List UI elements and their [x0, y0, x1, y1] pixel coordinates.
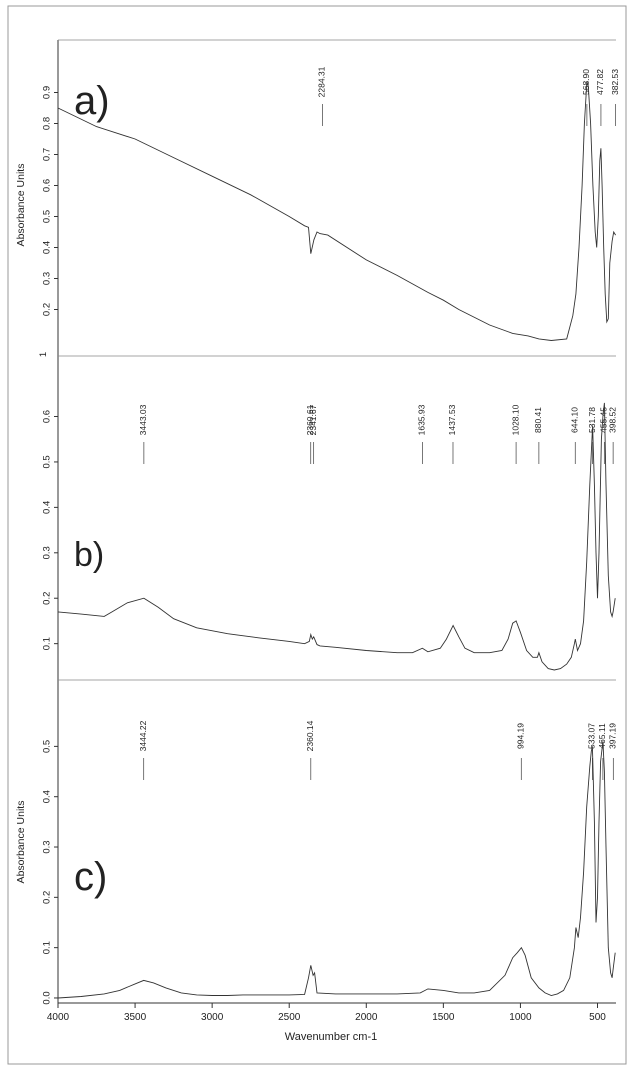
y-tick-label: 0.6	[42, 179, 53, 192]
y-tick-label: 0.0	[42, 991, 53, 1004]
peak-label: 2360.14	[305, 720, 315, 751]
x-tick-label: 3500	[124, 1012, 147, 1023]
y-tick-label: 0.3	[42, 840, 53, 853]
peak-label: 2284.31	[317, 66, 327, 97]
peak-label: 533.07	[587, 723, 597, 749]
x-axis: Wavenumber cm-1 4000 3500 3000 2500 2000 1500…	[47, 1002, 616, 1043]
y-tick-label: 0.6	[42, 410, 53, 423]
y-tick-label: 0.9	[42, 86, 53, 99]
panel-2: 0.1 0.2 0.3 0.4 0.5 0.6 b) 3443.03 2360.612341.6…	[42, 355, 617, 680]
y-tick-label: 1	[38, 352, 49, 357]
peak-label: 994.19	[516, 723, 526, 749]
spectrum-panels: 0.2 0.3 0.4 0.5 0.6 0.7 0.8 0.9 1 Absorbance Unit…	[15, 39, 620, 1005]
y-axis-label: Absorbance Units	[15, 164, 27, 247]
y-tick-label: 0.3	[42, 272, 53, 285]
x-tick-label: 1500	[432, 1012, 455, 1023]
spectrum-line	[57, 81, 616, 341]
peak-label: 3443.03	[138, 404, 148, 435]
y-tick-label: 0.1	[42, 637, 53, 650]
y-tick-label: 0.4	[42, 241, 53, 254]
peak-label: 1437.53	[447, 404, 457, 435]
y-tick-label: 0.7	[42, 148, 53, 161]
figure-border	[7, 5, 627, 1065]
y-tick-label: 0.2	[42, 891, 53, 904]
y-axis-label: Absorbance Units	[15, 801, 27, 884]
peak-label: 644.10	[570, 407, 580, 433]
spectrum-line	[57, 741, 616, 999]
peak-label: 382.53	[610, 69, 620, 95]
peak-label: 568.90	[581, 69, 591, 95]
y-tick-label: 0.3	[42, 546, 53, 559]
peak-label: 2341.67	[308, 404, 318, 435]
y-tick-label: 0.2	[42, 303, 53, 316]
x-tick-label: 1000	[509, 1012, 532, 1023]
x-tick-label: 2500	[278, 1012, 301, 1023]
peak-label: 1028.10	[510, 404, 520, 435]
y-tick-label: 0.8	[42, 117, 53, 130]
panel-3: 0.0 0.1 0.2 0.3 0.4 0.5 Absorbance Units c) 3444…	[15, 679, 618, 1005]
peak-label: 465.11	[597, 723, 607, 749]
y-tick-label: 0.5	[42, 455, 53, 468]
x-axis-label: Wavenumber cm-1	[285, 1031, 378, 1043]
y-tick-label: 0.2	[42, 592, 53, 605]
x-tick-label: 3000	[201, 1012, 224, 1023]
panel-label: a)	[74, 79, 110, 123]
y-tick-label: 0.4	[42, 501, 53, 514]
x-tick-label: 4000	[47, 1012, 70, 1023]
y-tick-label: 0.5	[42, 210, 53, 223]
panel-label: c)	[74, 855, 107, 899]
y-tick-label: 0.5	[42, 740, 53, 753]
y-tick-label: 0.1	[42, 941, 53, 954]
peak-label: 398.52	[607, 407, 617, 433]
y-tick-label: 0.4	[42, 790, 53, 803]
peak-label: 397.19	[608, 723, 618, 749]
peak-label: 3444.22	[138, 720, 148, 751]
panel-label: b)	[74, 536, 104, 574]
peak-label: 880.41	[533, 407, 543, 433]
peak-label: 455.45	[599, 407, 609, 433]
x-tick-label: 500	[589, 1012, 606, 1023]
peak-label: 477.82	[595, 69, 605, 95]
peak-label: 2360.61	[305, 404, 315, 435]
spectrum-line	[57, 402, 616, 671]
peak-label: 1635.93	[417, 404, 427, 435]
x-tick-label: 2000	[355, 1012, 378, 1023]
panel-1: 0.2 0.3 0.4 0.5 0.6 0.7 0.8 0.9 1 Absorbance Unit…	[15, 39, 620, 357]
peak-label: 531.78	[587, 407, 597, 433]
